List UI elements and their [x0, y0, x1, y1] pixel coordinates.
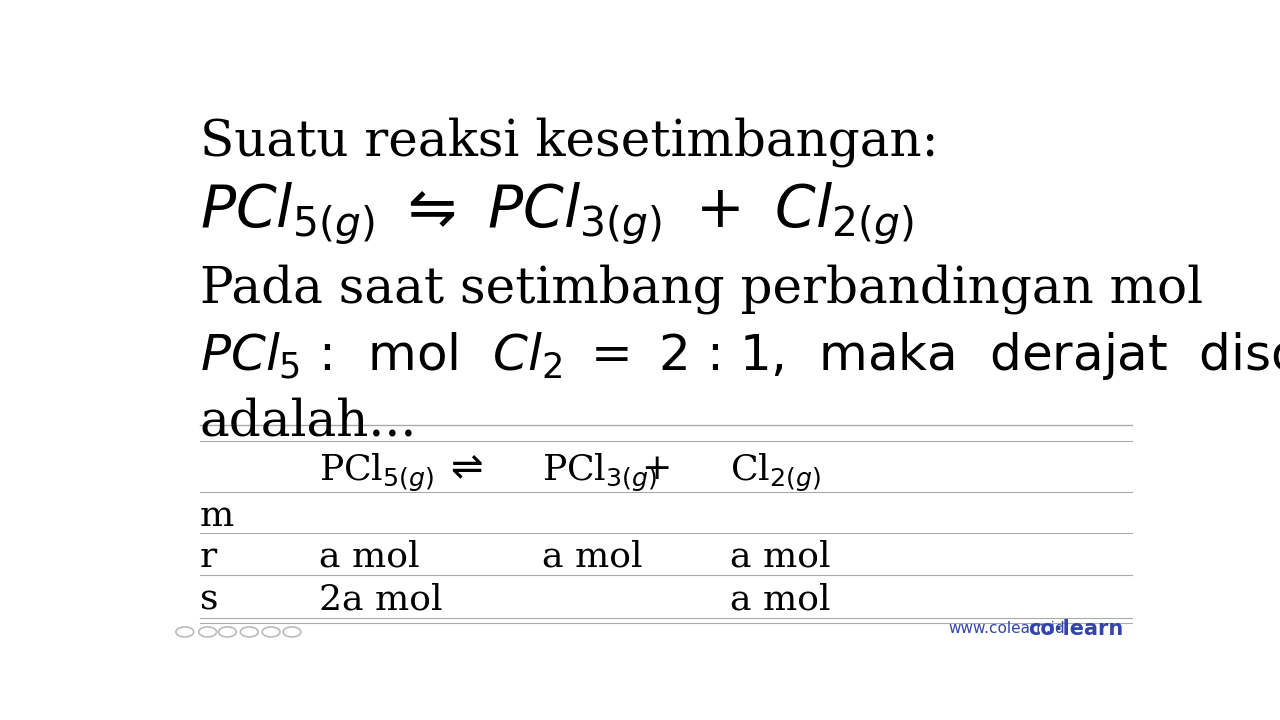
- Text: +: +: [641, 452, 672, 486]
- Text: PCl$_{5(g)}$: PCl$_{5(g)}$: [319, 452, 434, 495]
- Text: a mol: a mol: [319, 540, 420, 574]
- Text: a mol: a mol: [731, 582, 831, 616]
- Text: $\rightleftharpoons$: $\rightleftharpoons$: [443, 449, 483, 487]
- Text: m: m: [200, 500, 234, 534]
- Text: co·learn: co·learn: [1028, 618, 1124, 639]
- Text: PCl$_{3(g)}$: PCl$_{3(g)}$: [541, 452, 658, 495]
- Text: $\mathit{PCl}_{5(g)}\ \leftrightharpoons\ \mathit{PCl}_{3(g)}\ +\ \mathit{Cl}_{2: $\mathit{PCl}_{5(g)}\ \leftrightharpoons…: [200, 181, 913, 247]
- Text: Cl$_{2(g)}$: Cl$_{2(g)}$: [731, 452, 822, 495]
- Text: 2a mol: 2a mol: [319, 582, 443, 616]
- Text: r: r: [200, 540, 216, 574]
- Text: a mol: a mol: [541, 540, 643, 574]
- Text: www.colearn.id: www.colearn.id: [948, 621, 1065, 636]
- Text: $\mathit{PCl}_5\ $:  mol  $\mathit{Cl}_2\ =\ $2 : 1,  maka  derajat  disosiasi  : $\mathit{PCl}_5\ $: mol $\mathit{Cl}_2\ …: [200, 330, 1280, 382]
- Text: Pada saat setimbang perbandingan mol: Pada saat setimbang perbandingan mol: [200, 264, 1203, 314]
- Text: adalah...: adalah...: [200, 397, 417, 446]
- Text: a mol: a mol: [731, 540, 831, 574]
- Text: Suatu reaksi kesetimbangan:: Suatu reaksi kesetimbangan:: [200, 117, 938, 167]
- Text: s: s: [200, 582, 218, 616]
